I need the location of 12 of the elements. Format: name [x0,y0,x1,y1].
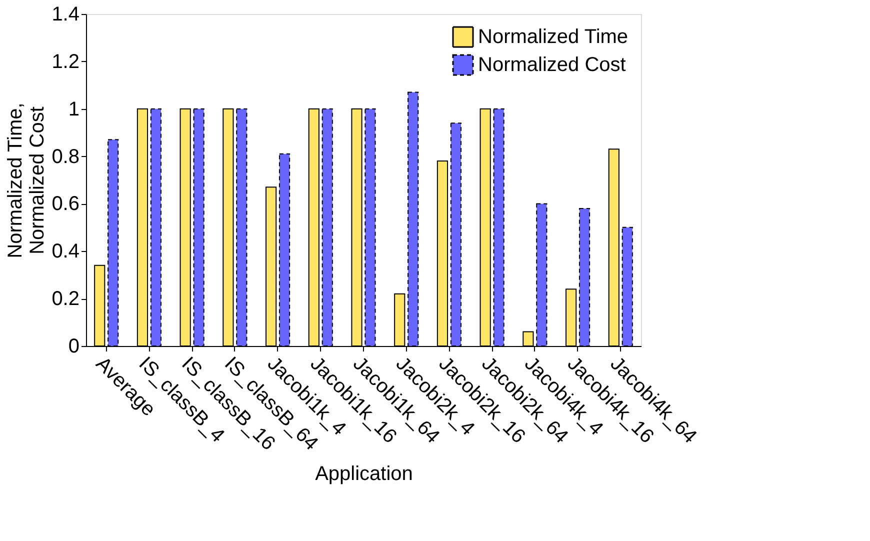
x-axis-title: Application [315,463,413,486]
y-tick-label: 0.8 [52,146,80,168]
y-tick-label: 1.2 [52,50,80,73]
y-tick-label: 1.4 [52,4,80,26]
y-tick-label: 0 [68,336,80,358]
y-axis-title: Normalized Time, Normalized Cost [4,102,49,258]
y-tick-label: 1 [68,98,80,120]
legend-label: Normalized Cost [478,54,626,76]
legend-label: Normalized Time [478,26,628,48]
y-tick-label: 0.6 [52,193,80,216]
y-tick-label: 0.4 [52,240,80,263]
y-tick-label: 0.2 [52,288,80,310]
